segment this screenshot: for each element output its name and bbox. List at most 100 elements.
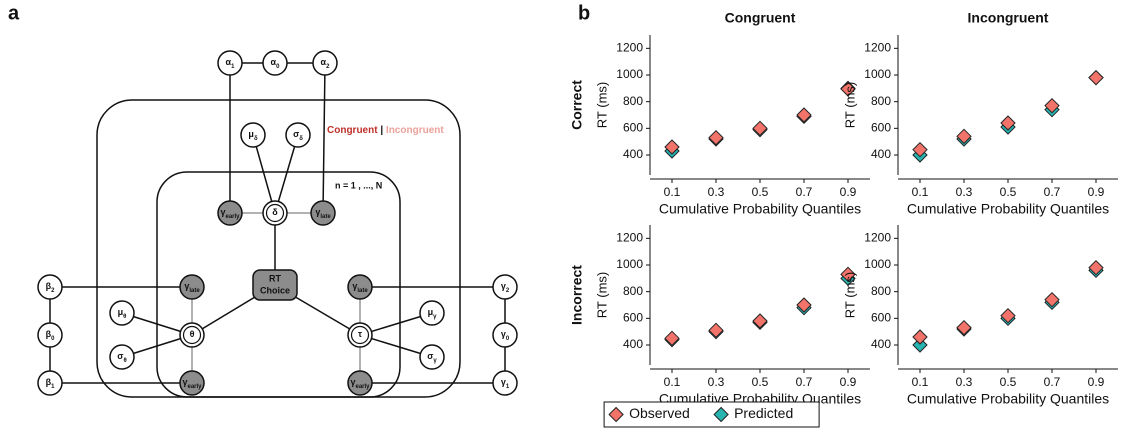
- x-tick-label: 0.5: [1000, 375, 1017, 389]
- y-tick-label: 800: [871, 284, 891, 298]
- node: [217, 200, 243, 226]
- node-label: γ: [501, 281, 506, 291]
- node-text: γearly: [220, 207, 240, 219]
- y-tick-label: 600: [623, 311, 643, 325]
- node-text: σδ: [293, 129, 303, 141]
- data-point: [956, 128, 972, 145]
- x-tick-label: 0.5: [752, 185, 769, 199]
- data-point: [664, 139, 680, 155]
- x-tick-label: 0.3: [708, 375, 725, 389]
- subject-plate: [156, 171, 401, 398]
- chart-title: Congruent: [725, 10, 796, 26]
- row-label: Incorrect: [569, 265, 585, 325]
- data-point: [912, 329, 928, 345]
- node-text: γlate: [184, 281, 200, 293]
- plate-label: Congruent | Incongruent: [327, 125, 444, 136]
- node-subscript: early: [188, 384, 203, 390]
- y-tick-label: 400: [871, 147, 891, 161]
- node: [312, 50, 338, 76]
- data-point: [796, 107, 812, 123]
- node-text: σθ: [117, 351, 126, 363]
- edge: [252, 134, 276, 214]
- node: [419, 344, 445, 370]
- x-tick-label: 0.3: [956, 185, 973, 199]
- y-tick-label: 800: [871, 94, 891, 108]
- y-tick-label: 1200: [864, 231, 891, 245]
- node-subscript: γ: [433, 314, 437, 320]
- node-text: γlate: [315, 207, 331, 219]
- y-tick-label: 1200: [864, 41, 891, 55]
- node-subscript: late: [189, 288, 200, 294]
- x-tick-label: 0.1: [912, 375, 929, 389]
- node-subscript: γ: [433, 358, 437, 364]
- node-text: γearly: [182, 377, 202, 389]
- data-point: [840, 81, 856, 97]
- node-text: θ: [190, 329, 195, 339]
- node: [37, 274, 63, 300]
- x-tick-label: 0.1: [912, 185, 929, 199]
- chart-title: Incongruent: [968, 10, 1049, 26]
- y-tick-label: 400: [623, 147, 643, 161]
- node-subscript: θ: [123, 314, 126, 320]
- data-point: [1000, 115, 1016, 131]
- node: [109, 300, 135, 326]
- data-point: [1088, 69, 1104, 86]
- y-tick-label: 1000: [864, 257, 891, 271]
- node-text: Choice: [260, 285, 290, 295]
- node: [262, 50, 288, 76]
- x-tick-label: 0.5: [752, 375, 769, 389]
- node-text: α0: [271, 57, 281, 69]
- node-label: γ: [350, 377, 355, 387]
- y-tick-label: 400: [871, 337, 891, 351]
- node: [492, 274, 518, 300]
- node-label: μ: [118, 307, 124, 317]
- node-label: γ: [501, 377, 506, 387]
- y-tick-label: 1000: [864, 67, 891, 81]
- data-point: [840, 266, 856, 283]
- data-point: [708, 129, 724, 146]
- node: [37, 370, 63, 396]
- data-point: [1044, 97, 1060, 114]
- panel-label: a: [8, 2, 20, 24]
- node-label: θ: [190, 329, 195, 339]
- node-label: γ: [352, 281, 357, 291]
- legend-box: [603, 401, 820, 428]
- y-tick-label: 1200: [616, 231, 643, 245]
- node-text: τ: [358, 329, 362, 339]
- data-point: [708, 322, 724, 339]
- data-point: [752, 120, 768, 137]
- x-tick-label: 0.1: [664, 185, 681, 199]
- node-label: β: [46, 377, 52, 387]
- y-tick-label: 1200: [616, 41, 643, 55]
- node-label: γ: [220, 207, 225, 217]
- node-subscript: 0: [506, 336, 510, 342]
- separator: |: [380, 125, 383, 136]
- node-text: μγ: [428, 307, 438, 319]
- legend-label: Observed: [629, 405, 690, 421]
- data-point: [912, 141, 928, 158]
- node-text: α1: [226, 57, 236, 69]
- node-text: γearly: [350, 377, 370, 389]
- node-label: σ: [427, 351, 433, 361]
- y-tick-label: 600: [871, 311, 891, 325]
- node-label: μ: [428, 307, 434, 317]
- y-tick-label: 800: [623, 94, 643, 108]
- node: [240, 122, 266, 148]
- node: [252, 269, 298, 301]
- node-subscript: 2: [326, 64, 330, 70]
- node-text: RT: [269, 273, 281, 283]
- node-subscript: early: [226, 214, 241, 220]
- data-point: [912, 337, 928, 353]
- node-text: γ0: [501, 329, 510, 341]
- node-subscript: 1: [506, 384, 510, 390]
- y-axis-label: RT (ms): [594, 272, 609, 318]
- data-point: [664, 330, 680, 347]
- x-tick-label: 0.1: [664, 375, 681, 389]
- x-tick-label: 0.9: [840, 375, 857, 389]
- condition-plate: [96, 99, 461, 398]
- node-text: γ2: [501, 281, 510, 293]
- x-tick-label: 0.7: [1044, 375, 1061, 389]
- node-subscript: θ: [123, 358, 126, 364]
- node-label: γ: [315, 207, 320, 217]
